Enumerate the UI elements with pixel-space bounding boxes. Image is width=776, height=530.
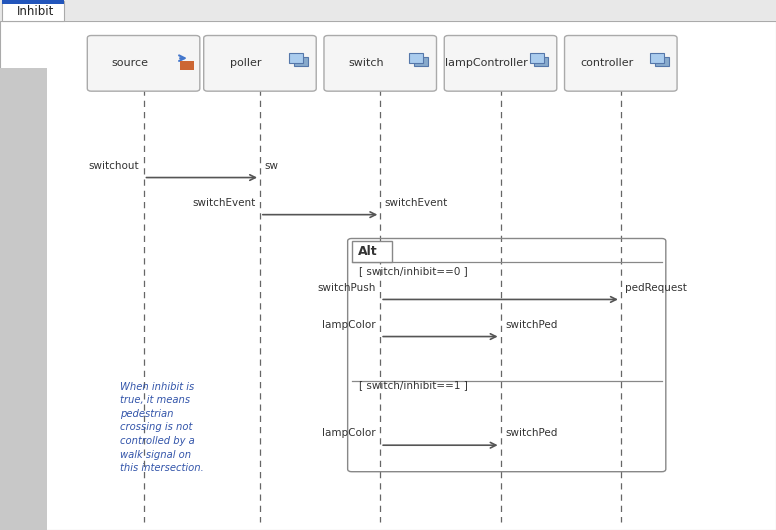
Text: sw: sw [265,161,279,171]
Bar [0,0,776,21]
Bar [534,57,548,66]
Bar [2,0,64,4]
Text: pedRequest: pedRequest [625,282,688,293]
Text: switchout: switchout [88,161,139,171]
Text: [ switch/inhibit==0 ]: [ switch/inhibit==0 ] [359,266,468,276]
Text: poller: poller [230,58,262,68]
Text: Inhibit: Inhibit [17,5,54,17]
Text: switchPed: switchPed [505,320,557,330]
Text: switchEvent: switchEvent [192,198,255,208]
Bar [650,54,663,63]
Text: lampColor: lampColor [322,320,376,330]
Bar [410,54,424,63]
Text: switchPed: switchPed [505,428,557,438]
Bar [655,57,668,66]
FancyBboxPatch shape [87,36,200,91]
Text: lampColor: lampColor [322,428,376,438]
Bar [414,57,428,66]
Text: When inhibit is
true, it means
pedestrian
crossing is not
controlled by a
walk s: When inhibit is true, it means pedestria… [120,382,204,473]
FancyBboxPatch shape [444,36,556,91]
Bar [294,57,308,66]
FancyBboxPatch shape [565,36,677,91]
Text: [ switch/inhibit==1 ]: [ switch/inhibit==1 ] [359,381,468,391]
Bar [2,1,64,21]
Text: switchPush: switchPush [317,282,376,293]
Text: switch: switch [348,58,384,68]
Text: switchEvent: switchEvent [385,198,449,208]
Bar [352,241,392,262]
Text: Alt: Alt [358,245,377,258]
FancyBboxPatch shape [203,36,317,91]
Text: source: source [111,58,148,68]
Bar [289,54,303,63]
FancyBboxPatch shape [324,36,436,91]
Bar [180,61,194,70]
Bar [529,54,543,63]
Text: controller: controller [580,58,633,68]
Text: lampController: lampController [445,58,528,68]
Bar [0,68,47,530]
